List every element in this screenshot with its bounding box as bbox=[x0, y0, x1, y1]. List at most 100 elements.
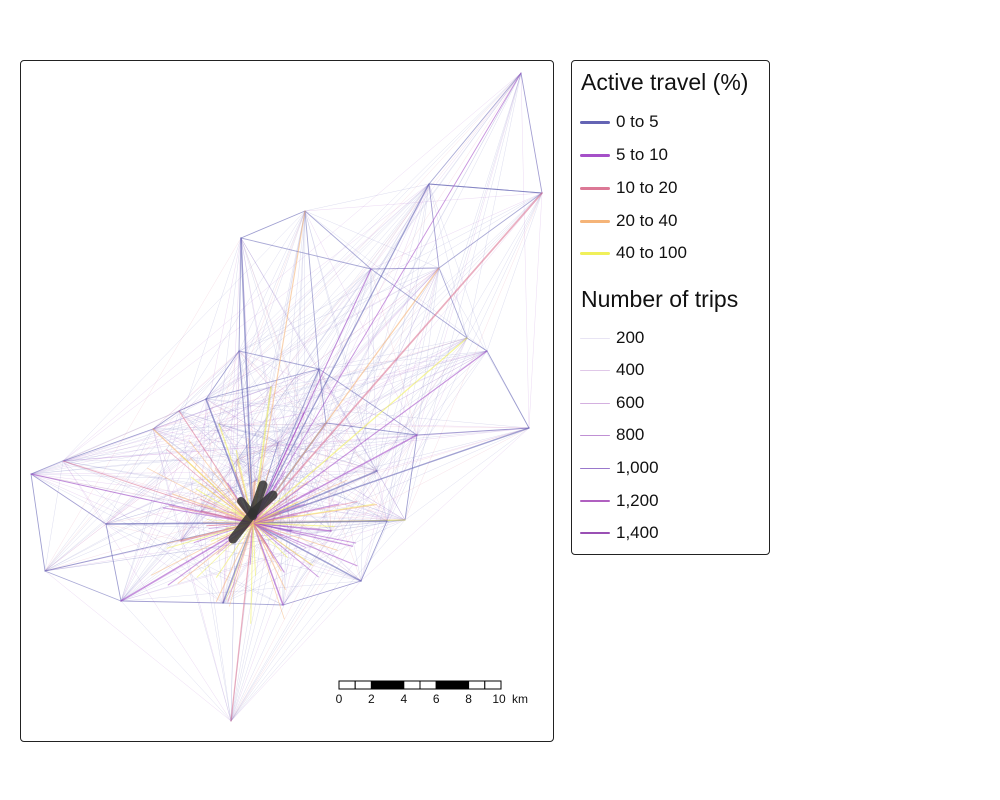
desire-line bbox=[236, 350, 240, 461]
desire-line bbox=[62, 350, 488, 462]
desire-line bbox=[277, 192, 543, 444]
map-panel[interactable]: 0 2 4 6 8 10 km bbox=[20, 60, 554, 742]
desire-line bbox=[270, 210, 306, 388]
desire-line bbox=[270, 268, 372, 388]
desire-line bbox=[318, 368, 362, 582]
desire-line bbox=[240, 237, 406, 521]
desire-line bbox=[230, 520, 274, 722]
desire-line bbox=[218, 423, 418, 436]
desire-line bbox=[360, 520, 388, 582]
desire-line bbox=[180, 422, 327, 542]
desire-line bbox=[120, 580, 362, 602]
flow-map[interactable]: 0 2 4 6 8 10 km bbox=[21, 61, 553, 741]
desire-line bbox=[230, 192, 543, 722]
desire-line bbox=[62, 442, 279, 462]
desire-line bbox=[222, 480, 256, 604]
desire-line bbox=[44, 428, 154, 572]
desire-line bbox=[252, 427, 530, 524]
desire-line bbox=[252, 522, 319, 578]
desire-line bbox=[416, 192, 543, 436]
desire-line bbox=[62, 412, 305, 462]
legend-swatch bbox=[580, 120, 610, 124]
desire-line bbox=[222, 350, 240, 604]
desire-line bbox=[195, 488, 254, 524]
desire-line bbox=[120, 237, 242, 602]
desire-line bbox=[205, 398, 224, 604]
legend-swatch bbox=[580, 532, 610, 534]
desire-line bbox=[318, 368, 378, 472]
desire-line bbox=[44, 183, 430, 572]
desire-line bbox=[62, 460, 254, 524]
desire-line bbox=[105, 522, 254, 525]
desire-line bbox=[218, 237, 242, 425]
desire-line bbox=[30, 473, 256, 482]
desire-line bbox=[152, 183, 430, 430]
desire-line bbox=[370, 183, 430, 270]
desire-line bbox=[62, 434, 418, 462]
desire-line bbox=[416, 350, 488, 436]
desire-line bbox=[466, 337, 488, 352]
desire-line bbox=[376, 183, 430, 472]
legend-label: 40 to 100 bbox=[616, 243, 687, 262]
desire-line bbox=[236, 459, 362, 582]
desire-line bbox=[152, 428, 182, 542]
desire-line bbox=[30, 473, 332, 532]
desire-line bbox=[222, 519, 406, 604]
desire-line bbox=[152, 267, 440, 430]
desire-line bbox=[178, 410, 279, 444]
desire-line bbox=[330, 519, 406, 532]
desire-line bbox=[189, 457, 254, 524]
desire-line bbox=[360, 192, 543, 582]
desire-line bbox=[180, 268, 372, 542]
desire-line bbox=[30, 473, 284, 606]
desire-line bbox=[120, 459, 238, 602]
desire-line bbox=[62, 460, 362, 582]
desire-line bbox=[240, 237, 372, 270]
desire-line bbox=[252, 522, 286, 590]
desire-line bbox=[178, 410, 232, 722]
desire-line bbox=[240, 237, 254, 524]
legend-item-active-0-5: 0 to 5 bbox=[580, 111, 760, 133]
desire-line bbox=[386, 267, 440, 522]
legend-item-trips-1000: 1,000 bbox=[580, 457, 760, 479]
scale-unit: km bbox=[512, 692, 528, 706]
desire-line bbox=[236, 459, 406, 521]
scale-tick-2: 2 bbox=[368, 692, 375, 706]
desire-line bbox=[105, 423, 220, 525]
map-legend: Active travel (%) 0 to 5 5 to 10 10 to 2… bbox=[571, 60, 770, 555]
desire-line bbox=[303, 337, 468, 414]
desire-line bbox=[30, 460, 64, 475]
desire-line bbox=[222, 530, 292, 604]
desire-line bbox=[120, 530, 292, 602]
desire-line bbox=[236, 459, 256, 482]
desire-line bbox=[236, 337, 468, 461]
desire-line bbox=[222, 530, 332, 604]
desire-line bbox=[438, 192, 543, 269]
desire-line bbox=[205, 398, 305, 414]
desire-line bbox=[270, 386, 332, 532]
desire-line bbox=[44, 410, 180, 572]
desire-line bbox=[171, 493, 254, 524]
desire-line bbox=[290, 72, 522, 532]
desire-line bbox=[30, 473, 107, 525]
desire-line bbox=[252, 522, 338, 551]
desire-line bbox=[325, 268, 372, 424]
desire-line bbox=[205, 386, 272, 400]
desire-line bbox=[252, 522, 284, 606]
desire-line bbox=[120, 423, 220, 602]
desire-line bbox=[428, 72, 522, 185]
scale-tick-10: 10 bbox=[492, 692, 506, 706]
desire-line bbox=[44, 422, 327, 572]
desire-line bbox=[290, 350, 488, 532]
desire-line bbox=[120, 519, 406, 602]
desire-line bbox=[277, 267, 440, 444]
legend-item-trips-200: 200 bbox=[580, 327, 760, 349]
scale-bar-segment bbox=[419, 680, 437, 690]
desire-line bbox=[254, 192, 543, 482]
legend-item-trips-1200: 1,200 bbox=[580, 490, 760, 512]
desire-line bbox=[282, 267, 440, 606]
desire-line bbox=[252, 479, 348, 524]
desire-line bbox=[325, 422, 418, 436]
scale-tick-8: 8 bbox=[465, 692, 472, 706]
desire-line bbox=[330, 427, 530, 532]
